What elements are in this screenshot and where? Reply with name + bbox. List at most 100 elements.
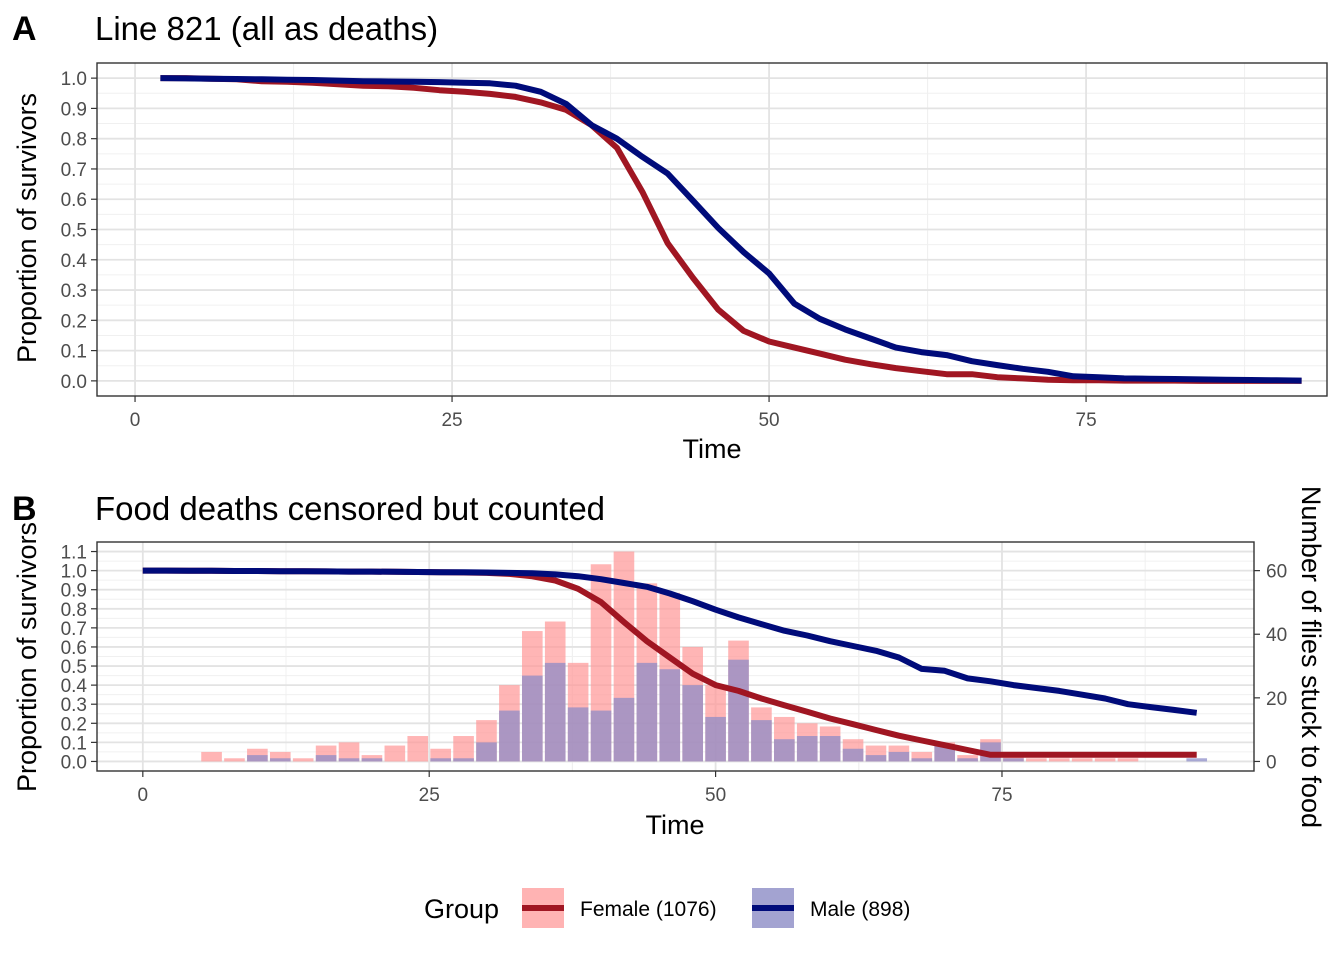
right-y-tick-label: 0	[1266, 752, 1277, 773]
y-tick-label: 0.9	[61, 581, 87, 602]
bar-male	[636, 662, 658, 762]
bar-male	[453, 758, 474, 762]
bar-male	[521, 675, 543, 762]
right-y-tick-label: 40	[1266, 625, 1287, 646]
y-tick-label: 0.2	[61, 714, 87, 735]
bar-female	[201, 751, 222, 762]
legend-label-male: Male (898)	[810, 898, 910, 921]
bar-male	[544, 662, 566, 762]
bar-male	[315, 755, 337, 762]
series-line-male	[160, 75, 1302, 384]
bar-male	[842, 748, 864, 762]
panel-b-title: Food deaths censored but counted	[95, 490, 605, 527]
right-y-tick-label: 20	[1266, 689, 1287, 710]
bar-male	[590, 710, 612, 762]
bar-male	[705, 716, 726, 762]
panel-b-x-axis-title: Time	[646, 810, 705, 840]
bar-male	[247, 755, 268, 762]
y-tick-label: 0.7	[61, 160, 87, 181]
y-tick-label: 0.5	[61, 221, 87, 242]
bar-female	[1026, 758, 1047, 762]
bar-female	[1094, 758, 1116, 762]
panel-a-ticks: 0 25 50 75 0.0 0.1 0.2 0.3 0.4 0.5 0.6 0.7 0.8 0.9 1.0	[61, 69, 1097, 431]
y-tick-label: 0.1	[61, 342, 87, 363]
x-tick-label: 75	[1076, 410, 1097, 431]
bar-male	[361, 758, 383, 762]
bar-female	[292, 758, 314, 762]
bar-male	[682, 685, 703, 762]
panel-a-lines	[160, 75, 1302, 384]
y-tick-label: 0.3	[61, 695, 87, 716]
y-tick-label: 0.6	[61, 190, 87, 211]
y-tick-label: 0.0	[61, 752, 87, 773]
y-tick-label: 1.1	[61, 543, 87, 564]
bar-male	[796, 736, 818, 762]
panel-b-right-axis-title: Number of flies stuck to food	[1296, 486, 1326, 828]
bar-male	[499, 710, 520, 762]
y-tick-label: 0.6	[61, 638, 87, 659]
bar-female	[1048, 758, 1070, 762]
bar-female	[911, 751, 933, 762]
bar-male	[476, 742, 497, 762]
legend-item-female: Female (1076)	[522, 888, 717, 928]
bar-female	[1071, 758, 1093, 762]
bar-female	[453, 736, 474, 762]
bar-male	[888, 751, 910, 762]
bar-female	[407, 736, 429, 762]
y-tick-label: 0.2	[61, 311, 87, 332]
legend: Group Female (1076) Male (898)	[424, 888, 910, 928]
right-y-tick-label: 60	[1266, 562, 1287, 583]
bar-female	[1117, 758, 1139, 762]
y-tick-label: 0.8	[61, 130, 87, 151]
panel-a-tag: A	[12, 10, 37, 48]
y-tick-label: 0.8	[61, 600, 87, 621]
legend-title: Group	[424, 894, 499, 924]
series-line-male	[142, 567, 1198, 716]
bar-male	[865, 755, 887, 762]
bar-male	[269, 758, 291, 762]
x-tick-label: 50	[758, 410, 779, 431]
legend-label-female: Female (1076)	[580, 898, 717, 921]
bar-male	[819, 736, 841, 762]
panel-a-grid	[97, 63, 1327, 396]
y-tick-label: 0.4	[61, 676, 88, 697]
x-tick-label: 25	[441, 410, 462, 431]
bar-male	[751, 720, 772, 762]
panel-b-tag: B	[12, 490, 37, 528]
panel-a-title: Line 821 (all as deaths)	[95, 10, 438, 47]
panel-b-ticks: 0 25 50 75 0.00.10.20.30.40.50.60.70.80.91.0…	[61, 543, 1288, 806]
bar-male	[1003, 758, 1024, 762]
x-tick-label: 50	[705, 785, 726, 806]
legend-item-male: Male (898)	[752, 888, 910, 928]
bar-male	[911, 758, 933, 762]
bar-female	[384, 745, 406, 762]
x-tick-label: 0	[138, 785, 149, 806]
y-tick-label: 0.4	[61, 251, 88, 272]
panel-a-x-axis-title: Time	[683, 434, 742, 464]
y-tick-label: 0.5	[61, 657, 87, 678]
x-tick-label: 0	[130, 410, 141, 431]
bar-male	[728, 659, 749, 762]
y-tick-label: 1.0	[61, 562, 87, 583]
bar-male	[613, 697, 635, 762]
panel-b-lines	[142, 567, 1198, 758]
bar-male	[338, 758, 360, 762]
bar-male	[430, 758, 451, 762]
bar-female	[269, 751, 291, 762]
panel-b-bars	[201, 551, 1208, 762]
bar-male	[774, 739, 795, 762]
bar-female	[338, 742, 360, 762]
y-tick-label: 0.1	[61, 733, 87, 754]
y-tick-label: 0.0	[61, 372, 87, 393]
y-tick-label: 0.9	[61, 99, 87, 120]
y-tick-label: 0.3	[61, 281, 87, 302]
panel-a-y-axis-title: Proportion of survivors	[12, 93, 42, 363]
panel-b-frame	[96, 541, 1255, 772]
y-tick-label: 1.0	[61, 69, 87, 90]
bar-male	[1186, 758, 1208, 762]
y-tick-label: 0.7	[61, 619, 87, 640]
bar-male	[567, 707, 589, 762]
bar-male	[934, 745, 956, 762]
x-tick-label: 25	[419, 785, 440, 806]
